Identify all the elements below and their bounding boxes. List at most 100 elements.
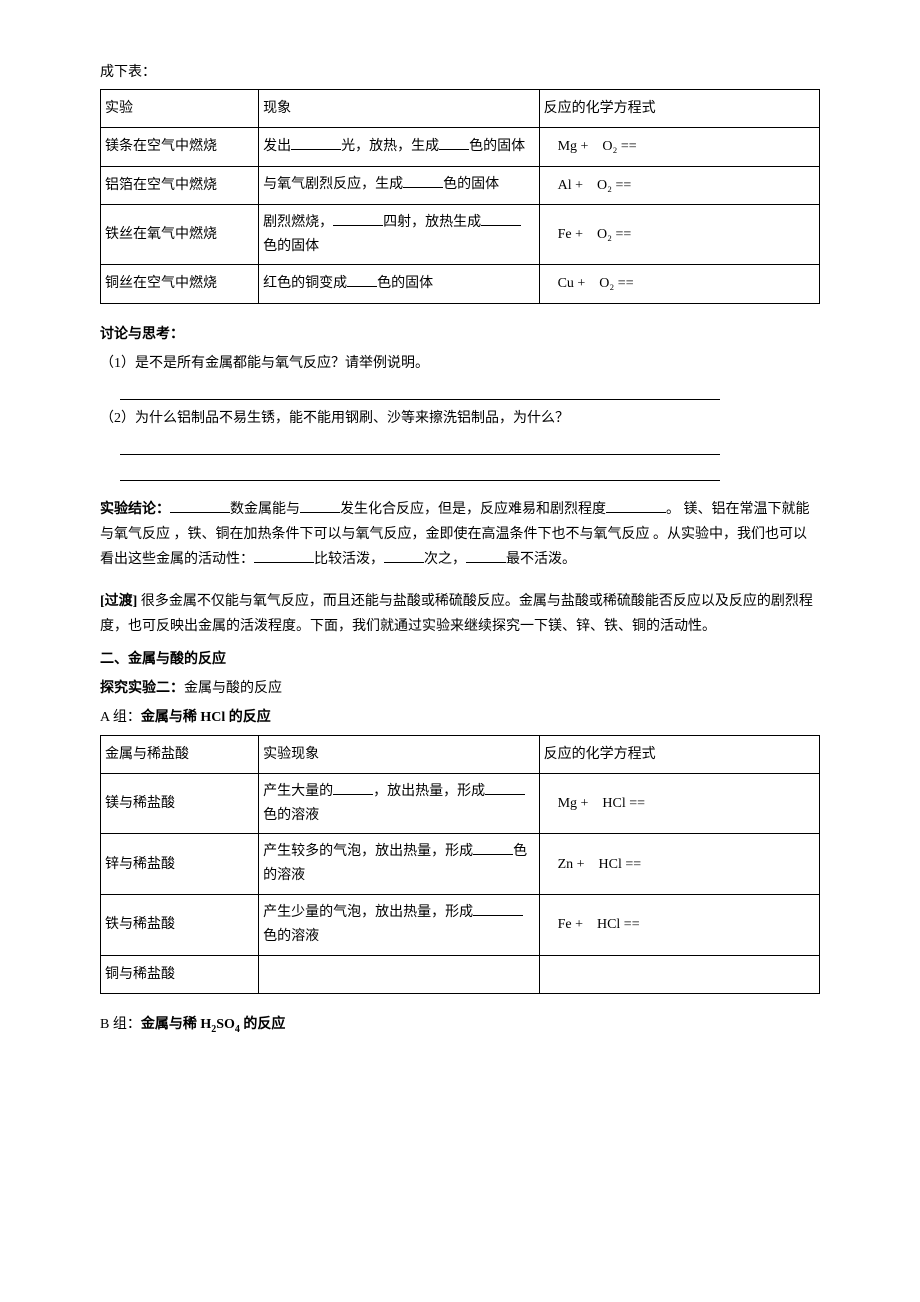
blank [439, 136, 469, 150]
answer-line [120, 461, 720, 481]
text: 。 [666, 502, 680, 517]
text: 金属与酸的反应 [184, 681, 282, 696]
cell: 镁条在空气中燃烧 [101, 128, 259, 166]
group-a-label: A 组： [100, 710, 141, 725]
blank [606, 499, 666, 513]
text: 红色的铜变成 [263, 276, 347, 291]
blank [473, 841, 513, 855]
text: 产生少量的气泡，放出热量，形成 [263, 905, 473, 920]
table-row: 金属与稀盐酸 实验现象 反应的化学方程式 [101, 735, 820, 773]
text: 次之， [424, 552, 466, 567]
exp2-label: 探究实验二： [100, 681, 184, 696]
blank [254, 549, 314, 563]
blank [333, 212, 383, 226]
blank [170, 499, 230, 513]
text: 色的固体 [443, 177, 499, 192]
cell: Mg + O₂ == [539, 128, 819, 166]
blank [403, 174, 443, 188]
blank [466, 549, 506, 563]
cell: Mg + HCl == [539, 773, 819, 834]
group-a-title: 金属与稀 HCl 的反应 [141, 710, 271, 725]
text: ，放出热量，形成 [373, 784, 485, 799]
text: 很多金属不仅能与氧气反应，而且还能与盐酸或稀硫酸反应。金属与盐酸或稀硫酸能否反应… [100, 594, 813, 634]
blank [333, 781, 373, 795]
cell: 产生少量的气泡，放出热量，形成色的溶液 [259, 894, 539, 955]
section-2-title: 二、金属与酸的反应 [100, 647, 820, 672]
cell: 与氧气剧烈反应，生成 色的固体 [259, 166, 539, 204]
cell: 铁与稀盐酸 [101, 894, 259, 955]
table-hcl-reactions: 金属与稀盐酸 实验现象 反应的化学方程式 镁与稀盐酸 产生大量的 ，放出热量，形成… [100, 735, 820, 994]
text: 与氧气剧烈反应，生成 [263, 177, 403, 192]
experiment-2-line: 探究实验二：金属与酸的反应 [100, 676, 820, 701]
table-row: 锌与稀盐酸 产生较多的气泡，放出热量，形成色的溶液 Zn + HCl == [101, 834, 820, 895]
text: 产生大量的 [263, 784, 333, 799]
group-b-line: B 组：金属与稀 H2SO4 的反应 [100, 1012, 820, 1039]
text: SO [216, 1017, 235, 1032]
text: 色的溶液 [263, 808, 319, 823]
cell: Fe + O₂ == [539, 204, 819, 265]
cell [259, 955, 539, 993]
table-row: 铝箔在空气中燃烧 与氧气剧烈反应，生成 色的固体 Al + O₂ == [101, 166, 820, 204]
group-a-line: A 组：金属与稀 HCl 的反应 [100, 705, 820, 730]
conclusion-label: 实验结论： [100, 502, 170, 517]
blank [485, 781, 525, 795]
table-row: 铁丝在氧气中燃烧 剧烈燃烧， 四射，放热生成色的固体 Fe + O₂ == [101, 204, 820, 265]
blank [384, 549, 424, 563]
text: 色的固体 [377, 276, 433, 291]
table-row: 铜丝在空气中燃烧 红色的铜变成 色的固体 Cu + O₂ == [101, 265, 820, 303]
text: 最不活泼。 [506, 552, 576, 567]
header-cell: 反应的化学方程式 [539, 735, 819, 773]
answer-line [120, 380, 720, 400]
group-b-title: 金属与稀 H2SO4 的反应 [141, 1017, 286, 1032]
answer-line [120, 435, 720, 455]
text: 色的溶液 [263, 929, 319, 944]
text: 数金属能与 [230, 502, 300, 517]
cell: Al + O₂ == [539, 166, 819, 204]
discussion-title: 讨论与思考： [100, 322, 820, 347]
cell: 产生大量的 ，放出热量，形成色的溶液 [259, 773, 539, 834]
cell: 产生较多的气泡，放出热量，形成色的溶液 [259, 834, 539, 895]
text: 的反应 [240, 1017, 286, 1032]
text: 光，放热，生成 [341, 139, 439, 154]
text: 色的固体 [469, 139, 525, 154]
cell: 红色的铜变成 色的固体 [259, 265, 539, 303]
blank [473, 902, 523, 916]
blank [481, 212, 521, 226]
question-2: （2）为什么铝制品不易生锈，能不能用钢刷、沙等来擦洗铝制品，为什么？ [100, 406, 820, 431]
conclusion-paragraph: 实验结论：数金属能与发生化合反应，但是，反应难易和剧烈程度。 镁、铝在常温下就能… [100, 497, 820, 573]
group-b-label: B 组： [100, 1017, 141, 1032]
header-cell: 金属与稀盐酸 [101, 735, 259, 773]
text: 发出 [263, 139, 291, 154]
text: 四射，放热生成 [383, 215, 481, 230]
table-row: 实验 现象 反应的化学方程式 [101, 90, 820, 128]
question-1: （1）是不是所有金属都能与氧气反应？请举例说明。 [100, 351, 820, 376]
table-row: 铁与稀盐酸 产生少量的气泡，放出热量，形成色的溶液 Fe + HCl == [101, 894, 820, 955]
cell: 发出 光，放热，生成 色的固体 [259, 128, 539, 166]
cell [539, 955, 819, 993]
cell: 镁与稀盐酸 [101, 773, 259, 834]
transition-paragraph: [过渡] 很多金属不仅能与氧气反应，而且还能与盐酸或稀硫酸反应。金属与盐酸或稀硫… [100, 589, 820, 639]
table-row: 镁条在空气中燃烧 发出 光，放热，生成 色的固体 Mg + O₂ == [101, 128, 820, 166]
table-oxygen-reactions: 实验 现象 反应的化学方程式 镁条在空气中燃烧 发出光，放热，生成色的固体 Mg… [100, 89, 820, 303]
intro-text: 成下表： [100, 60, 820, 85]
text: 剧烈燃烧， [263, 215, 333, 230]
cell: Cu + O₂ == [539, 265, 819, 303]
transition-label: [过渡] [100, 594, 137, 609]
header-cell: 实验 [101, 90, 259, 128]
text: 发生化合反应，但是，反应难易和剧烈程度 [340, 502, 606, 517]
cell: Zn + HCl == [539, 834, 819, 895]
table-row: 铜与稀盐酸 [101, 955, 820, 993]
cell: 铜丝在空气中燃烧 [101, 265, 259, 303]
text: 金属与稀 H [141, 1017, 211, 1032]
cell: 铜与稀盐酸 [101, 955, 259, 993]
cell: 铁丝在氧气中燃烧 [101, 204, 259, 265]
text: 比较活泼， [314, 552, 384, 567]
table-row: 镁与稀盐酸 产生大量的 ，放出热量，形成色的溶液 Mg + HCl == [101, 773, 820, 834]
header-cell: 现象 [259, 90, 539, 128]
blank [347, 273, 377, 287]
cell: 锌与稀盐酸 [101, 834, 259, 895]
header-cell: 反应的化学方程式 [539, 90, 819, 128]
text: 色的固体 [263, 239, 319, 254]
cell: 铝箔在空气中燃烧 [101, 166, 259, 204]
blank [300, 499, 340, 513]
